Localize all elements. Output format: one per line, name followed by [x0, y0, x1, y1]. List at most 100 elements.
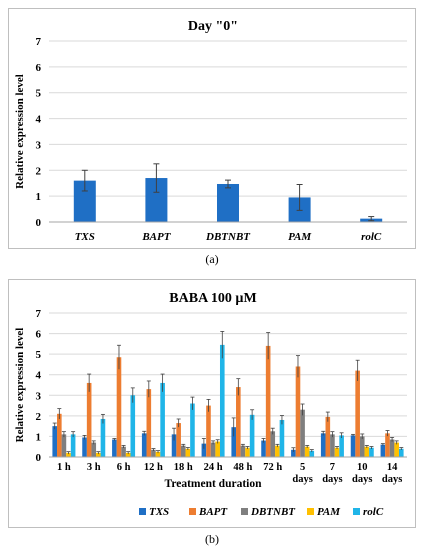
bar-rolc — [398, 448, 404, 457]
x-tick-label: 24 h — [204, 462, 223, 473]
y-tick-label: 3 — [36, 390, 42, 402]
x-tick-label: DBTNBT — [205, 231, 251, 243]
legend-swatch-bapt — [189, 508, 196, 515]
bar-pam — [304, 446, 310, 457]
bar-rolc — [309, 450, 315, 457]
legend-label-rolc: rolC — [363, 506, 384, 518]
bar-txs — [231, 427, 237, 457]
bar-txs — [112, 439, 117, 457]
x-tick-label: 48 h — [233, 462, 252, 473]
y-axis-label: Relative expression level — [14, 74, 26, 189]
chart-title: Day "0" — [188, 19, 238, 34]
y-tick-label: 4 — [36, 114, 42, 126]
y-tick-label: 6 — [36, 329, 42, 341]
bar-pam — [96, 452, 101, 457]
bar-rolc — [339, 435, 344, 457]
bar-dbtnbt — [61, 434, 67, 457]
bar-bapt — [206, 405, 211, 457]
bar-dbtnbt — [210, 442, 216, 457]
x-tick-label: 3 h — [87, 462, 101, 473]
x-tick-label: 6 h — [117, 462, 131, 473]
bar-pam — [245, 447, 250, 457]
y-tick-label: 2 — [36, 165, 42, 177]
bar-bapt — [355, 370, 360, 457]
bar-txs — [171, 434, 177, 457]
bar-pam — [334, 447, 340, 457]
bar-dbtnbt — [389, 439, 395, 457]
y-tick-label: 0 — [36, 452, 42, 464]
bar-bapt — [176, 423, 181, 457]
bar-txs — [141, 433, 147, 457]
y-axis-label: Relative expression level — [14, 328, 26, 443]
legend-swatch-txs — [139, 508, 146, 515]
bar-bapt — [116, 357, 122, 457]
legend-label-txs: TXS — [149, 506, 169, 518]
x-tick-label: 72 h — [263, 462, 282, 473]
y-tick-label: 1 — [36, 431, 42, 443]
bar — [73, 180, 96, 222]
bar-rolc — [279, 419, 285, 457]
bar-dbtnbt — [330, 434, 335, 457]
y-tick-label: 1 — [36, 191, 42, 203]
y-tick-label: 3 — [36, 139, 42, 151]
bar-rolc — [219, 344, 225, 457]
bar-txs — [82, 437, 87, 457]
bar-dbtnbt — [180, 445, 186, 457]
bar-dbtnbt — [121, 446, 126, 457]
x-tick-label: days — [322, 474, 342, 485]
legend-label-bapt: BAPT — [198, 506, 228, 518]
bar-bapt — [236, 387, 241, 457]
y-tick-label: 0 — [36, 217, 42, 229]
chart-panel-baba: BABA 100 µM 0 1 2 3 4 5 6 7 Relative expression l… — [8, 279, 416, 528]
bar-txs — [350, 435, 356, 457]
bar-rolc — [190, 403, 195, 457]
bar-bapt — [385, 433, 390, 457]
legend-swatch-pam — [307, 508, 314, 515]
x-tick-label: 12 h — [144, 462, 163, 473]
x-tick-label: PAM — [288, 231, 312, 243]
bar-bapt — [57, 413, 62, 457]
y-tick-label: 4 — [36, 370, 42, 382]
y-tick-label: 5 — [36, 349, 42, 361]
bar-pam — [125, 452, 131, 457]
x-axis-label: Treatment duration — [165, 478, 263, 490]
x-tick-label: 7 — [330, 462, 335, 473]
bar-rolc — [100, 418, 106, 457]
chart-baba-svg: BABA 100 µM 0 1 2 3 4 5 6 7 Relative expression l… — [14, 291, 407, 518]
bar-rolc — [70, 434, 76, 457]
bar-bapt — [146, 389, 152, 457]
x-tick-label: 14 — [387, 462, 398, 473]
x-tick-label: days — [292, 474, 312, 485]
bar-txs — [52, 426, 58, 457]
bar-txs — [291, 449, 296, 457]
legend-label-pam: PAM — [317, 506, 341, 518]
x-tick-label: BAPT — [141, 231, 171, 243]
bar-txs — [261, 440, 266, 457]
bar-rolc — [249, 414, 255, 457]
y-tick-label: 7 — [36, 36, 42, 48]
bar-pam — [364, 446, 370, 457]
bar-rolc — [130, 395, 136, 457]
y-tick-label: 2 — [36, 411, 42, 423]
bar-pam — [215, 441, 220, 457]
x-tick-label: 18 h — [174, 462, 193, 473]
x-tick-label: days — [352, 474, 372, 485]
bar-dbtnbt — [359, 436, 365, 457]
legend-swatch-rolc — [353, 508, 360, 515]
bar-dbtnbt — [240, 445, 246, 457]
bar-dbtnbt — [300, 409, 305, 457]
chart-day-0-svg: Day "0" 0 1 2 3 4 5 6 7 Relative expression level… — [14, 19, 407, 243]
bar-pam — [394, 442, 399, 457]
legend-swatch-dbtnbt — [241, 508, 248, 515]
bar-pam — [66, 452, 71, 457]
y-tick-label: 5 — [36, 88, 42, 100]
caption-b: (b) — [205, 532, 219, 546]
x-tick-label: TXS — [75, 231, 95, 243]
bar-dbtnbt — [91, 442, 97, 457]
caption-a: (a) — [205, 252, 219, 266]
y-tick-label: 7 — [36, 308, 42, 320]
legend-label-dbtnbt: DBTNBT — [250, 506, 296, 518]
bar-txs — [380, 444, 386, 457]
bar-txs — [201, 443, 207, 457]
chart-title: BABA 100 µM — [169, 291, 256, 306]
